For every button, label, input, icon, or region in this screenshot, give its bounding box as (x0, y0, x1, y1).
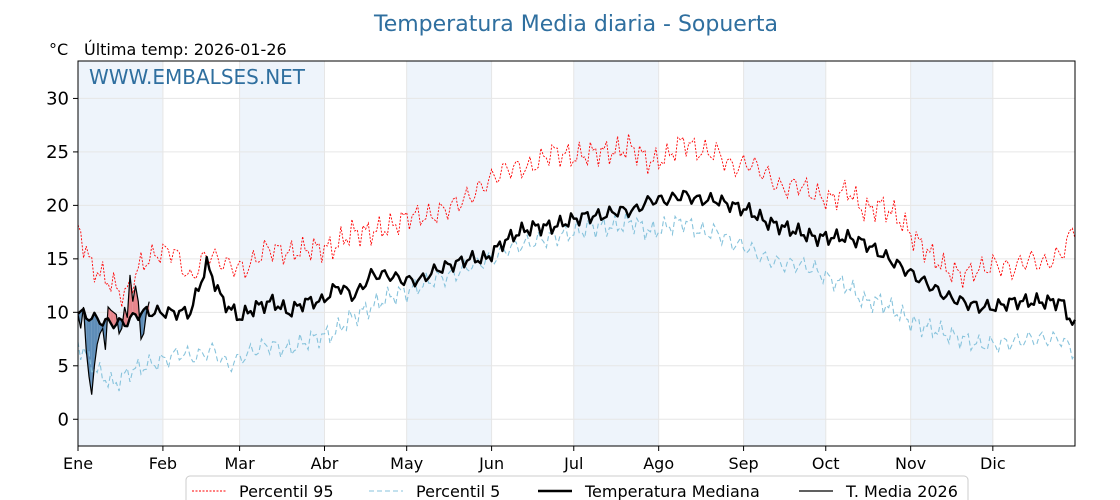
watermark-text: WWW.EMBALSES.NET (89, 65, 306, 89)
y-tick-label: 25 (46, 142, 69, 163)
x-tick-label: May (390, 454, 423, 473)
legend-label: Percentil 95 (239, 482, 334, 500)
x-tick-label: Jun (478, 454, 504, 473)
x-tick-label: Jul (563, 454, 583, 473)
y-tick-label: 20 (46, 195, 69, 216)
x-tick-label: Abr (311, 454, 339, 473)
month-bands (78, 61, 993, 446)
legend-label: Temperatura Mediana (584, 482, 760, 500)
month-band (743, 61, 826, 446)
legend-box (185, 475, 969, 500)
y-tick-label: 5 (58, 356, 69, 377)
x-tick-label: Feb (149, 454, 177, 473)
below-median-fill (119, 318, 122, 334)
legend-label: T. Media 2026 (845, 482, 958, 500)
series-line-temperatura-mediana (77, 189, 1077, 330)
series-lines (77, 133, 1077, 395)
legend-label: Percentil 5 (416, 482, 500, 500)
below-median-fill (91, 312, 95, 395)
x-tick-label: Mar (225, 454, 256, 473)
x-tick-label: Dic (980, 454, 1006, 473)
month-band (910, 61, 993, 446)
x-tick-label: Ago (643, 454, 674, 473)
y-axis: 0 5 10 15 20 25 30 (46, 88, 78, 430)
unit-label: °C (49, 40, 68, 59)
last-temp-label: Última temp: 2026-01-26 (84, 40, 287, 59)
x-tick-label: Oct (812, 454, 840, 473)
series-line-t-media-2026 (77, 274, 150, 395)
below-median-fill (94, 312, 98, 366)
x-axis: Ene Feb Mar Abr May Jun Jul Ago Sep Oct Nov Dic (63, 446, 1006, 473)
below-median-fill (140, 309, 144, 340)
x-tick-label: Sep (729, 454, 759, 473)
x-tick-label: Nov (895, 454, 926, 473)
month-band (406, 61, 492, 446)
series-line-percentil-95 (77, 133, 1076, 308)
y-tick-label: 15 (46, 249, 69, 270)
plot-frame (77, 60, 1076, 447)
chart-title: Temperatura Media diaria - Sopuerta (373, 12, 778, 37)
y-tick-label: 0 (58, 409, 69, 430)
legend: Percentil 95 Percentil 5 Temperatura Media… (185, 475, 969, 500)
month-band (573, 61, 659, 446)
above-median-fill (135, 285, 139, 320)
below-median-fill (88, 318, 92, 395)
y-tick-label: 10 (46, 302, 69, 323)
y-tick-label: 30 (46, 88, 69, 109)
below-median-fill (86, 318, 89, 377)
x-tick-label: Ene (63, 454, 93, 473)
